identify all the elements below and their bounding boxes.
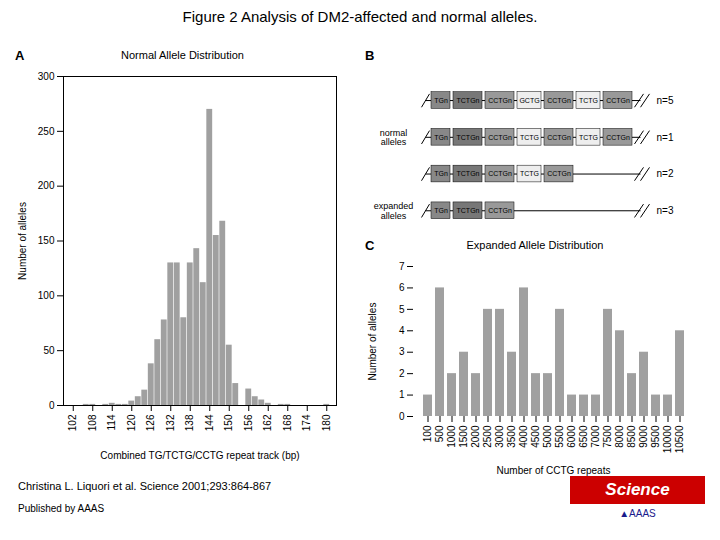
svg-text:CCTGn: CCTGn bbox=[606, 97, 630, 104]
svg-text:n=1: n=1 bbox=[657, 132, 674, 143]
html-text:C: C bbox=[365, 237, 375, 253]
svg-text:144: 144 bbox=[204, 414, 215, 431]
svg-text:TGn: TGn bbox=[434, 170, 448, 177]
svg-text:3000: 3000 bbox=[494, 425, 505, 448]
svg-text:156: 156 bbox=[243, 414, 254, 431]
svg-text:normalalleles: normalalleles bbox=[380, 128, 408, 148]
svg-text:174: 174 bbox=[301, 414, 312, 431]
svg-text:TCTG: TCTG bbox=[520, 170, 539, 177]
svg-text:5: 5 bbox=[399, 304, 405, 315]
html-text:▲AAAS: ▲AAAS bbox=[619, 508, 656, 519]
html-text:Expanded Allele Distribution: Expanded Allele Distribution bbox=[466, 239, 604, 251]
svg-text:6: 6 bbox=[399, 282, 405, 293]
svg-text:5000: 5000 bbox=[542, 425, 553, 448]
svg-text:180: 180 bbox=[321, 414, 332, 431]
svg-text:150: 150 bbox=[223, 414, 234, 431]
svg-text:9000: 9000 bbox=[638, 425, 649, 448]
svg-text:CCTGn: CCTGn bbox=[488, 134, 512, 141]
svg-text:expandedalleles: expandedalleles bbox=[374, 201, 414, 221]
svg-text:120: 120 bbox=[126, 414, 137, 431]
svg-text:1500: 1500 bbox=[458, 425, 469, 448]
html-text:Science: Science bbox=[605, 480, 670, 499]
svg-text:4500: 4500 bbox=[530, 425, 541, 448]
html-text:Figure 2 Analysis of DM2-affec: Figure 2 Analysis of DM2-affected and no… bbox=[182, 8, 538, 25]
svg-text:168: 168 bbox=[282, 414, 293, 431]
svg-text:2000: 2000 bbox=[470, 425, 481, 448]
svg-text:CCTGn: CCTGn bbox=[488, 170, 512, 177]
svg-text:500: 500 bbox=[434, 425, 445, 442]
svg-text:CCTGn: CCTGn bbox=[547, 170, 571, 177]
html-text:B: B bbox=[365, 47, 375, 63]
svg-text:CCTGn: CCTGn bbox=[547, 134, 571, 141]
svg-text:TCTGn: TCTGn bbox=[457, 170, 480, 177]
svg-text:TCTGn: TCTGn bbox=[457, 97, 480, 104]
svg-text:CCTGn: CCTGn bbox=[488, 97, 512, 104]
svg-text:0: 0 bbox=[399, 411, 405, 422]
svg-text:Number of CCTG repeats: Number of CCTG repeats bbox=[497, 465, 611, 476]
svg-text:114: 114 bbox=[106, 414, 117, 430]
svg-text:CCTGn: CCTGn bbox=[606, 134, 630, 141]
svg-text:TCTG: TCTG bbox=[579, 134, 598, 141]
svg-text:102: 102 bbox=[67, 414, 78, 431]
svg-text:5500: 5500 bbox=[554, 425, 565, 448]
svg-text:TCTG: TCTG bbox=[579, 97, 598, 104]
svg-text:1000: 1000 bbox=[446, 425, 457, 448]
svg-text:CCTGn: CCTGn bbox=[488, 207, 512, 214]
svg-text:10500: 10500 bbox=[674, 425, 685, 453]
svg-text:0: 0 bbox=[49, 400, 55, 411]
svg-text:7: 7 bbox=[399, 261, 405, 272]
svg-text:TCTGn: TCTGn bbox=[457, 207, 480, 214]
svg-text:2: 2 bbox=[399, 368, 405, 379]
svg-text:6500: 6500 bbox=[578, 425, 589, 448]
svg-text:TCTGn: TCTGn bbox=[457, 134, 480, 141]
svg-text:132: 132 bbox=[165, 414, 176, 431]
svg-text:9500: 9500 bbox=[650, 425, 661, 448]
svg-text:2500: 2500 bbox=[482, 425, 493, 448]
svg-text:TGn: TGn bbox=[434, 134, 448, 141]
html-text:Normal Allele Distribution: Normal Allele Distribution bbox=[121, 49, 244, 61]
svg-text:108: 108 bbox=[87, 414, 98, 431]
svg-text:6000: 6000 bbox=[566, 425, 577, 448]
svg-text:4: 4 bbox=[399, 325, 405, 336]
svg-text:150: 150 bbox=[38, 235, 55, 246]
svg-text:GCTG: GCTG bbox=[519, 97, 539, 104]
svg-text:138: 138 bbox=[184, 414, 195, 431]
svg-text:TCTG: TCTG bbox=[520, 134, 539, 141]
svg-text:250: 250 bbox=[38, 126, 55, 137]
svg-text:100: 100 bbox=[422, 425, 433, 442]
svg-text:7000: 7000 bbox=[590, 425, 601, 448]
html-text:Published by AAAS: Published by AAAS bbox=[18, 503, 105, 514]
svg-text:4000: 4000 bbox=[518, 425, 529, 448]
html-text:Christina L. Liquori et al. Sc: Christina L. Liquori et al. Science 2001… bbox=[18, 480, 272, 492]
svg-text:1: 1 bbox=[399, 389, 405, 400]
svg-text:7500: 7500 bbox=[602, 425, 613, 448]
svg-text:3500: 3500 bbox=[506, 425, 517, 448]
svg-text:8500: 8500 bbox=[626, 425, 637, 448]
svg-text:200: 200 bbox=[38, 180, 55, 191]
svg-text:126: 126 bbox=[145, 414, 156, 431]
svg-text:8000: 8000 bbox=[614, 425, 625, 448]
svg-text:Number of alleles: Number of alleles bbox=[17, 202, 28, 280]
svg-text:n=5: n=5 bbox=[657, 95, 674, 106]
svg-text:100: 100 bbox=[38, 290, 55, 301]
svg-text:50: 50 bbox=[43, 345, 55, 356]
svg-text:CCTGn: CCTGn bbox=[547, 97, 571, 104]
svg-text:Combined TG/TCTG/CCTG repeat t: Combined TG/TCTG/CCTG repeat track (bp) bbox=[100, 450, 299, 461]
svg-text:300: 300 bbox=[38, 71, 55, 82]
svg-text:n=2: n=2 bbox=[657, 168, 674, 179]
html-text:A: A bbox=[15, 47, 25, 63]
svg-text:Number of alleles: Number of alleles bbox=[367, 303, 378, 381]
svg-text:n=3: n=3 bbox=[657, 205, 674, 216]
svg-text:3: 3 bbox=[399, 346, 405, 357]
svg-text:162: 162 bbox=[262, 414, 273, 431]
svg-text:TGn: TGn bbox=[434, 97, 448, 104]
svg-text:10000: 10000 bbox=[662, 425, 673, 453]
svg-text:TGn: TGn bbox=[434, 207, 448, 214]
